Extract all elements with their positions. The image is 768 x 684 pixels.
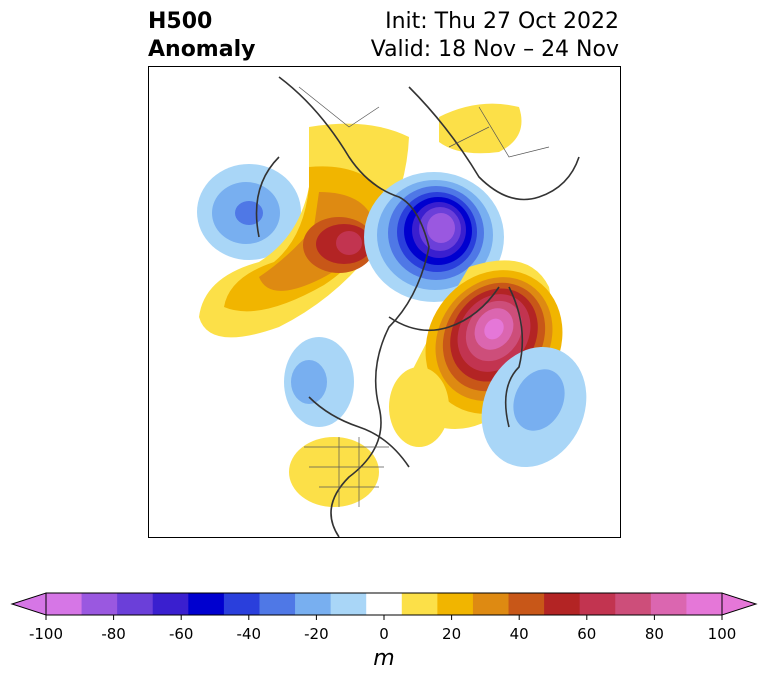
anomaly-us-high [289, 367, 449, 507]
title-type: Anomaly [148, 37, 256, 62]
colorbar-tick-label: -80 [101, 625, 126, 643]
colorbar-swatch [46, 593, 83, 615]
colorbar-extend-high [721, 592, 758, 616]
colorbar-swatch [437, 593, 474, 615]
colorbar-tick-label: 0 [379, 625, 389, 643]
coastlines [255, 76, 580, 537]
anomaly-map [148, 66, 621, 538]
colorbar-swatch [366, 593, 403, 615]
colorbar-swatch [152, 593, 189, 615]
anomaly-ural-high [199, 123, 409, 338]
borders [298, 86, 550, 507]
title-variable: H500 [148, 9, 213, 34]
colorbar-tick-label: 60 [577, 625, 597, 643]
valid-range: Valid: 18 Nov – 24 Nov [370, 37, 619, 62]
colorbar-swatch [188, 593, 225, 615]
colorbar-swatch [508, 593, 545, 615]
anomaly-canada-low [284, 337, 354, 427]
colorbar-swatch [544, 593, 581, 615]
colorbar-swatch [401, 593, 438, 615]
colorbar-swatch [295, 593, 332, 615]
colorbar-unit: m [373, 646, 395, 671]
colorbar-swatch [81, 593, 118, 615]
colorbar-swatch [259, 593, 296, 615]
colorbar-tick-label: -100 [28, 625, 64, 643]
anomaly-gulf-alaska-low [197, 164, 301, 260]
colorbar-tick-label: 20 [442, 625, 462, 643]
colorbar-tick-label: -60 [168, 625, 194, 643]
colorbar-swatch [223, 593, 260, 615]
colorbar-swatch [686, 593, 723, 615]
init-date: Init: Thu 27 Oct 2022 [385, 9, 619, 34]
colorbar-swatch [650, 593, 687, 615]
colorbar-swatch [615, 593, 652, 615]
map-svg [197, 76, 587, 537]
colorbar-swatch [117, 593, 154, 615]
colorbar-tick-label: -20 [304, 625, 329, 643]
colorbar-swatch [330, 593, 367, 615]
colorbar-tick-label: -40 [236, 625, 262, 643]
anomaly-atlantic-low [481, 346, 587, 468]
colorbar-tick-label: 80 [644, 625, 664, 643]
colorbar-tick-label: 40 [509, 625, 529, 643]
anomaly-europe-high [439, 103, 522, 154]
colorbar-tick-label: 100 [707, 625, 737, 643]
colorbar [10, 592, 758, 620]
anomaly-arctic-low [364, 172, 504, 302]
colorbar-swatch [579, 593, 616, 615]
title-left: H500 Anomaly [148, 8, 255, 64]
colorbar-extend-low [10, 592, 47, 616]
title-right: Init: Thu 27 Oct 2022 Valid: 18 Nov – 24… [371, 8, 619, 64]
colorbar-swatch [472, 593, 510, 615]
